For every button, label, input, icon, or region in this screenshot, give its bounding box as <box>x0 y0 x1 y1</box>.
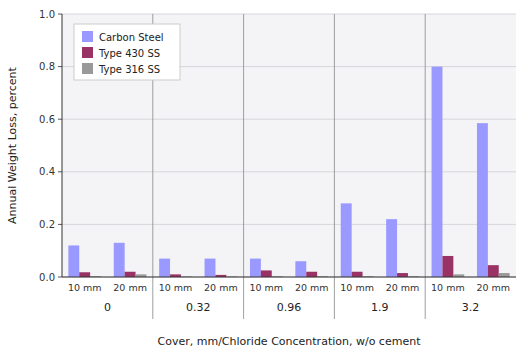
tick-mark <box>58 171 62 172</box>
tick-label: 0.4 <box>39 166 55 177</box>
group-label: 0 <box>104 301 111 314</box>
tick-mark <box>58 119 62 120</box>
group-divider <box>425 14 426 319</box>
category-label: 10 mm <box>340 282 374 293</box>
bar <box>250 259 261 277</box>
bar <box>114 243 125 277</box>
grid-line <box>62 224 516 225</box>
category-label: 20 mm <box>204 282 238 293</box>
bar <box>386 219 397 277</box>
bar <box>205 259 216 277</box>
category-label: 10 mm <box>159 282 193 293</box>
bar <box>306 272 317 277</box>
legend: Carbon Steel Type 430 SS Type 316 SS <box>74 24 180 80</box>
group-divider <box>243 14 244 319</box>
bar <box>499 273 510 277</box>
legend-label: Carbon Steel <box>99 32 164 43</box>
category-label: 10 mm <box>431 282 465 293</box>
bar <box>159 259 170 277</box>
tick-mark <box>58 224 62 225</box>
grid-line <box>62 119 516 120</box>
bar <box>295 261 306 277</box>
grid-line <box>62 14 516 15</box>
grid-line <box>62 171 516 172</box>
group-label: 3.2 <box>462 301 480 314</box>
category-label: 20 mm <box>476 282 510 293</box>
legend-swatch <box>82 47 93 58</box>
category-label: 20 mm <box>386 282 420 293</box>
x-axis <box>62 277 516 278</box>
bar <box>397 273 408 277</box>
tick-label: 1.0 <box>39 9 55 20</box>
legend-label: Type 430 SS <box>98 48 160 59</box>
category-label: 20 mm <box>113 282 147 293</box>
tick-mark <box>58 14 62 15</box>
bar <box>432 67 443 277</box>
bar <box>261 270 272 277</box>
group-label: 0.96 <box>277 301 302 314</box>
bars <box>68 67 509 277</box>
category-label: 20 mm <box>295 282 329 293</box>
legend-box <box>74 24 180 80</box>
y-axis-title: Annual Weight Loss, percent <box>6 66 19 223</box>
bar <box>477 123 488 277</box>
category-label: 10 mm <box>249 282 283 293</box>
x-axis-title: Cover, mm/Chloride Concentration, w/o ce… <box>158 335 422 348</box>
group-label: 1.9 <box>371 301 389 314</box>
bar <box>341 203 352 277</box>
legend-swatch <box>82 31 93 42</box>
grid-line <box>62 277 516 278</box>
legend-label: Type 316 SS <box>98 64 160 75</box>
tick-label: 0.2 <box>39 219 55 230</box>
bar <box>488 265 499 277</box>
bar <box>125 272 136 277</box>
category-label: 10 mm <box>68 282 102 293</box>
legend-swatch <box>82 63 93 74</box>
tick-mark <box>58 277 62 278</box>
bar <box>352 272 363 277</box>
bar <box>442 256 453 277</box>
bar <box>68 245 79 277</box>
tick-label: 0.8 <box>39 61 55 72</box>
group-label: 0.32 <box>186 301 211 314</box>
plot-area <box>62 14 516 277</box>
tick-label: 0.0 <box>39 272 55 283</box>
tick-label: 0.6 <box>39 114 55 125</box>
tick-mark <box>58 66 62 67</box>
chart: 0.0 0.2 0.4 0.6 0.8 1.0 10 mm 20 mm 10 mm 20 mm 10… <box>0 0 530 355</box>
group-divider <box>334 14 335 319</box>
y-axis <box>62 14 63 277</box>
bar <box>79 272 90 277</box>
